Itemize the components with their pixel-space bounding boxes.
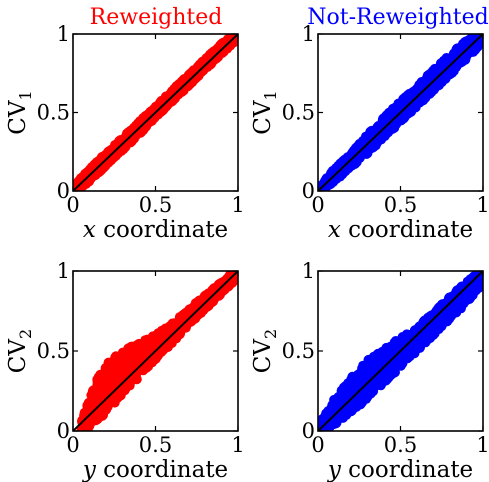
- y-axis-label: CV2: [250, 329, 280, 373]
- data-point: [402, 329, 412, 340]
- x-tick-label: 1: [476, 433, 489, 457]
- x-tick-label: 0.5: [139, 433, 172, 457]
- diagonal-line: [73, 34, 238, 191]
- data-point: [393, 346, 404, 357]
- data-point: [447, 67, 458, 78]
- data-point: [97, 406, 108, 417]
- x-tick-label: 0: [311, 433, 324, 457]
- x-axis-label: y coordinate: [82, 457, 228, 482]
- data-point: [99, 388, 110, 399]
- data-point: [436, 58, 446, 69]
- x-axis-label: y coordinate: [327, 457, 473, 482]
- data-point: [80, 171, 90, 182]
- data-point: [117, 366, 128, 377]
- y-tick-label: 1: [302, 22, 315, 46]
- data-point: [357, 397, 367, 408]
- data-point: [338, 412, 348, 423]
- data-point: [184, 316, 195, 326]
- y-tick-label: 0: [302, 179, 315, 203]
- y-tick-label: 0: [57, 419, 70, 443]
- data-point: [406, 91, 417, 102]
- x-axis-label: x coordinate: [328, 217, 473, 243]
- data-point: [73, 177, 84, 188]
- data-point: [138, 365, 149, 375]
- data-point: [373, 121, 384, 131]
- y-tick-label: 0: [302, 419, 315, 443]
- x-tick-label: 0.5: [139, 193, 172, 217]
- column-title-not-reweighted: Not-Reweighted: [307, 5, 488, 30]
- data-point: [389, 106, 400, 117]
- data-point: [359, 136, 370, 147]
- x-tick-label: 1: [231, 433, 244, 457]
- y-tick-label: 1: [57, 259, 70, 283]
- x-tick-label: 0: [66, 193, 79, 217]
- data-point: [467, 45, 478, 56]
- data-point: [397, 95, 408, 106]
- data-point: [115, 390, 126, 401]
- x-tick-label: 0: [66, 433, 79, 457]
- data-point: [204, 58, 215, 69]
- data-point: [339, 385, 350, 396]
- x-tick-label: 0: [311, 193, 324, 217]
- data-point: [395, 354, 405, 365]
- x-tick-label: 1: [231, 193, 244, 217]
- data-point: [379, 347, 390, 358]
- data-point: [384, 120, 395, 130]
- data-point: [375, 358, 386, 369]
- data-point: [187, 75, 198, 86]
- column-title-reweighted: Reweighted: [90, 5, 223, 30]
- data-point: [120, 139, 131, 150]
- x-tick-label: 0.5: [384, 433, 417, 457]
- y-axis-label: CV2: [5, 329, 35, 373]
- data-point: [82, 422, 93, 431]
- data-point: [346, 379, 357, 390]
- data-point: [376, 134, 387, 145]
- data-point: [451, 46, 462, 57]
- data-point: [443, 306, 454, 317]
- data-point: [152, 342, 163, 353]
- diagonal-line: [318, 34, 483, 191]
- data-point: [324, 172, 335, 183]
- data-point: [457, 298, 468, 308]
- data-point: [203, 298, 214, 309]
- y-tick-label: 1: [302, 259, 315, 283]
- y-tick-label: 0.5: [37, 101, 70, 125]
- data-point: [370, 377, 381, 388]
- diagonal-line: [73, 271, 238, 431]
- data-point: [194, 300, 205, 311]
- data-point: [86, 390, 97, 401]
- diagonal-line: [318, 271, 483, 431]
- data-point: [140, 337, 151, 348]
- y-axis-label: CV1: [5, 90, 35, 134]
- data-point: [104, 153, 115, 164]
- x-axis-label: x coordinate: [83, 217, 228, 243]
- data-point: [427, 327, 438, 338]
- data-point: [92, 377, 103, 388]
- y-tick-label: 0: [57, 179, 70, 203]
- y-axis-label: CV1: [250, 90, 280, 134]
- x-tick-label: 0.5: [384, 193, 417, 217]
- x-tick-label: 1: [476, 193, 489, 217]
- data-point: [123, 343, 134, 354]
- y-tick-label: 0.5: [37, 339, 70, 363]
- data-point: [125, 352, 136, 363]
- y-tick-label: 0.5: [282, 339, 315, 363]
- data-point: [93, 399, 104, 410]
- data-point: [106, 365, 117, 376]
- data-point: [195, 67, 206, 78]
- y-tick-label: 0.5: [282, 101, 315, 125]
- y-tick-label: 1: [57, 22, 70, 46]
